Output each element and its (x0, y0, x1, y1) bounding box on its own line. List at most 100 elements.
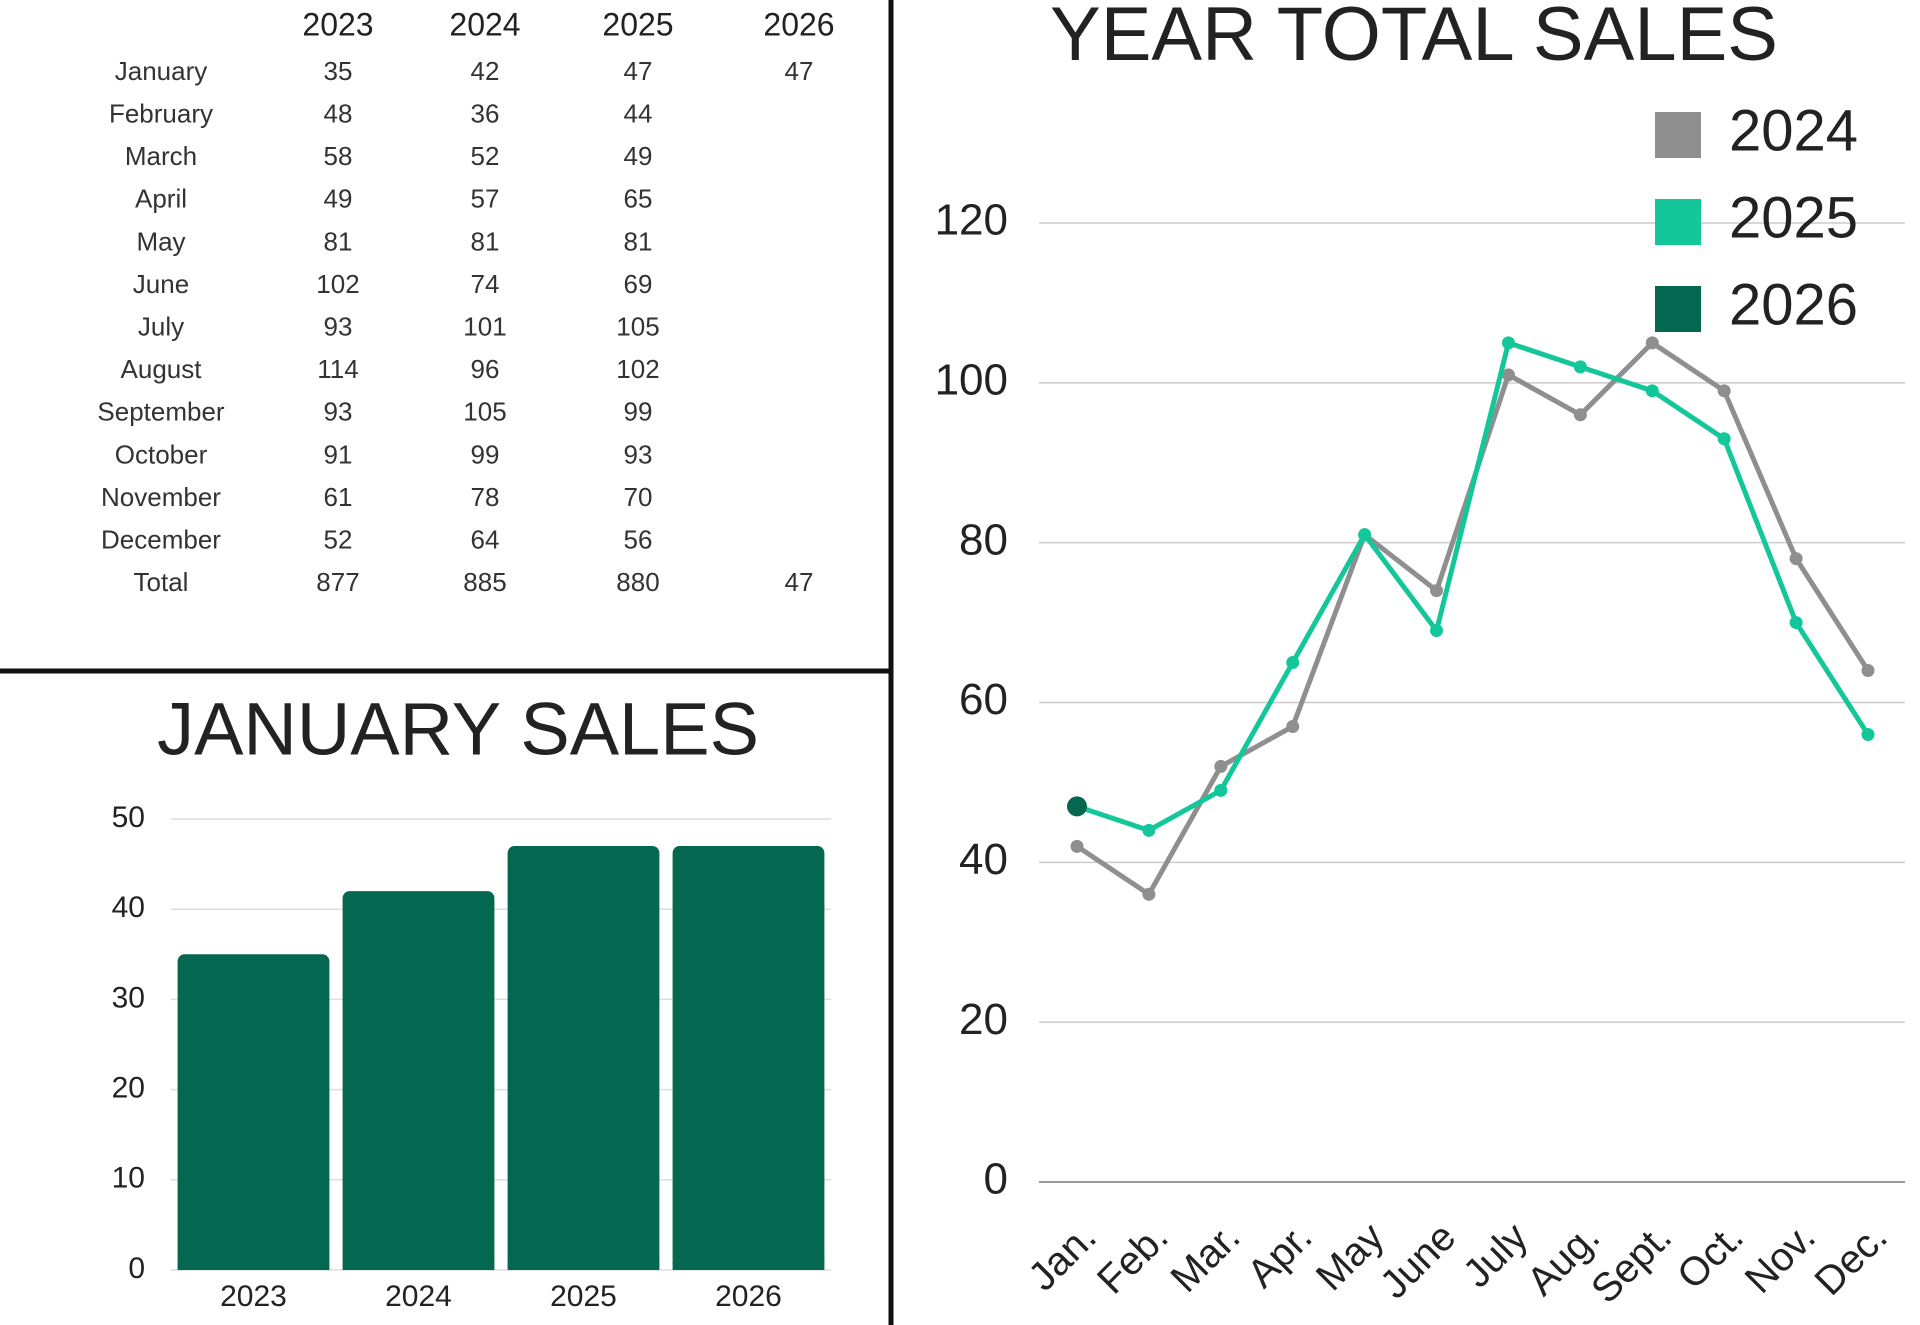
bar (672, 846, 825, 1270)
table-cell: 114 (317, 354, 358, 384)
table-cell: 56 (624, 524, 653, 554)
row-label: October (115, 439, 208, 469)
bar (507, 846, 660, 1270)
table-cell: 91 (324, 439, 353, 469)
table-cell: 96 (471, 354, 500, 384)
chart-title: JANUARY SALES (157, 688, 759, 771)
row-label: February (109, 98, 213, 128)
table-cell: 44 (624, 98, 653, 128)
legend-label: 2024 (1729, 98, 1858, 163)
table-cell: 81 (324, 226, 353, 256)
bar-base (177, 1262, 330, 1270)
point (1286, 656, 1300, 670)
x-tick-label: Sept. (1583, 1215, 1680, 1312)
table-cell: 52 (324, 524, 353, 554)
table-cell: 57 (471, 184, 500, 214)
row-label: January (115, 56, 208, 86)
y-tick-label: 40 (959, 835, 1008, 884)
table-cell: 105 (616, 311, 659, 341)
x-tick-label: 2025 (550, 1280, 617, 1313)
legend-label: 2025 (1729, 185, 1858, 250)
y-tick-label: 10 (112, 1162, 145, 1195)
point (1789, 616, 1803, 630)
x-tick-label: 2023 (220, 1280, 287, 1313)
table-cell: 64 (471, 524, 500, 554)
point (1430, 624, 1444, 638)
table-cell: 78 (471, 482, 500, 512)
x-tick-label: May (1308, 1215, 1393, 1300)
x-tick-label: Nov. (1737, 1215, 1824, 1302)
table-header: 2026 (763, 6, 834, 42)
point (1573, 360, 1587, 374)
point (1789, 552, 1803, 566)
x-tick-label: June (1372, 1215, 1464, 1307)
table-cell: 93 (324, 311, 353, 341)
table-cell: 93 (324, 397, 353, 427)
row-label: December (101, 524, 221, 554)
x-tick-label: 2024 (385, 1280, 452, 1313)
table-cell: 105 (463, 397, 506, 427)
table-cell: 52 (471, 141, 500, 171)
point (1358, 528, 1372, 542)
x-tick-label: Apr. (1239, 1215, 1320, 1296)
point (1645, 384, 1659, 398)
row-label: August (121, 354, 203, 384)
point (1501, 336, 1515, 350)
bar-base (507, 1262, 660, 1270)
table-cell: 65 (624, 184, 653, 214)
y-tick-label: 0 (128, 1252, 145, 1285)
table-cell: 69 (624, 269, 653, 299)
point (1573, 408, 1587, 422)
table-cell: 49 (624, 141, 653, 171)
y-tick-label: 30 (112, 981, 145, 1014)
table-cell: 880 (616, 567, 659, 597)
point (1861, 664, 1875, 678)
bar-base (672, 1262, 825, 1270)
point (1430, 584, 1444, 598)
point (1067, 796, 1087, 817)
row-label: March (125, 141, 197, 171)
x-tick-label: 2026 (715, 1280, 782, 1313)
point (1070, 839, 1084, 853)
row-label: November (101, 482, 221, 512)
x-tick-label: Oct. (1669, 1215, 1752, 1298)
y-tick-label: 60 (959, 675, 1008, 724)
table-cell: 47 (785, 567, 814, 597)
legend-swatch (1655, 286, 1701, 332)
x-tick-label: Dec. (1807, 1215, 1896, 1304)
table-cell: 47 (624, 56, 653, 86)
y-tick-label: 20 (959, 995, 1008, 1044)
y-tick-label: 0 (984, 1155, 1008, 1204)
y-tick-label: 20 (112, 1072, 145, 1105)
bar (342, 891, 495, 1270)
row-label: September (97, 397, 225, 427)
legend-swatch (1655, 199, 1701, 245)
table-cell: 81 (471, 226, 500, 256)
x-tick-label: Feb. (1089, 1215, 1177, 1303)
y-tick-label: 40 (112, 891, 145, 924)
row-label: June (133, 269, 189, 299)
table-cell: 101 (463, 311, 506, 341)
table-header: 2024 (449, 6, 520, 42)
y-tick-label: 80 (959, 515, 1008, 564)
table-cell: 99 (624, 397, 653, 427)
table-cell: 102 (616, 354, 659, 384)
point (1717, 384, 1731, 398)
row-label: April (135, 184, 187, 214)
row-label: May (136, 226, 185, 256)
table-cell: 93 (624, 439, 653, 469)
table-cell: 102 (316, 269, 359, 299)
table-cell: 99 (471, 439, 500, 469)
x-tick-label: July (1455, 1215, 1536, 1296)
table-header: 2025 (602, 6, 673, 42)
table-cell: 42 (471, 56, 500, 86)
legend-label: 2026 (1729, 272, 1858, 337)
table-cell: 885 (463, 567, 506, 597)
table-cell: 58 (324, 141, 353, 171)
table-cell: 70 (624, 482, 653, 512)
table-cell: 877 (316, 567, 359, 597)
line (1075, 340, 1871, 897)
y-tick-label: 120 (935, 196, 1008, 245)
point (1645, 336, 1659, 350)
